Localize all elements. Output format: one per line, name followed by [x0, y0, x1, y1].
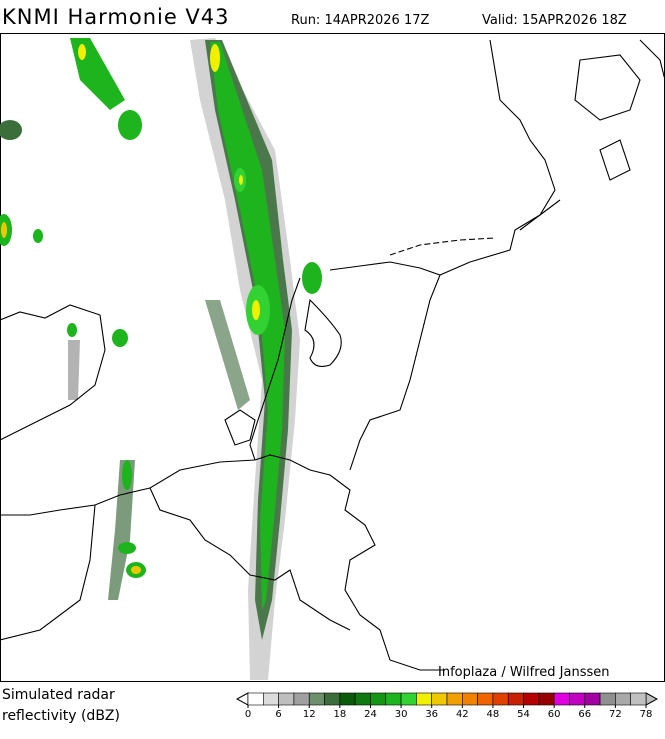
- colorbar-segment: [263, 692, 279, 706]
- colorbar-tick-label: 36: [425, 709, 438, 720]
- colorbar-segment: [553, 692, 570, 706]
- title: KNMI Harmonie V43: [2, 5, 230, 29]
- colorbar-tick-label: 12: [303, 709, 316, 720]
- colorbar-segment: [293, 692, 310, 706]
- run-time: Run: 14APR2026 17Z: [291, 13, 430, 28]
- colorbar-segment: [339, 692, 356, 706]
- colorbar-tick-label: 48: [487, 709, 500, 720]
- legend-label: Simulated radar: [2, 687, 115, 703]
- colorbar-tick-label: 30: [395, 709, 408, 720]
- colorbar-tick-label: 72: [609, 709, 622, 720]
- colorbar-segment: [354, 692, 371, 706]
- coastlines-borders: [0, 39, 665, 671]
- colorbar-tick-label: 60: [548, 709, 561, 720]
- colorbar-tick-label: 66: [578, 709, 591, 720]
- colorbar-segment: [324, 692, 341, 706]
- colorbar-segment: [584, 692, 601, 706]
- colorbar-segment: [308, 692, 325, 706]
- colorbar: 0 6 12 18 24 30 36 42 48 54 60 66 72 78: [235, 692, 659, 720]
- colorbar-tick-label: 0: [245, 709, 251, 720]
- colorbar-segment: [400, 692, 417, 706]
- colorbar-segment: [569, 692, 586, 706]
- colorbar-tick-label: 54: [517, 709, 530, 720]
- colorbar-segment: [370, 692, 387, 706]
- colorbar-segment: [462, 692, 478, 706]
- colorbar-segment: [446, 692, 463, 706]
- colorbar-segment: [615, 692, 631, 706]
- valid-time: Valid: 15APR2026 18Z: [482, 13, 627, 28]
- colorbar-tick-label: 78: [640, 709, 653, 720]
- colorbar-segment: [385, 692, 402, 706]
- colorbar-tick-label: 18: [333, 709, 346, 720]
- colorbar-segment: [507, 692, 524, 706]
- colorbar-segment: [538, 692, 555, 706]
- radar-echoes: [0, 38, 322, 680]
- colorbar-segment: [599, 692, 616, 706]
- colorbar-segment: [431, 692, 448, 706]
- colorbar-segment: [523, 692, 540, 706]
- colorbar-segment: [492, 692, 509, 706]
- colorbar-tick-label: 24: [364, 709, 377, 720]
- colorbar-segment: [416, 692, 432, 706]
- legend-label: reflectivity (dBZ): [2, 708, 120, 724]
- colorbar-segment: [278, 692, 295, 706]
- colorbar-segment: [477, 692, 494, 706]
- credit: Infoplaza / Wilfred Janssen: [438, 665, 610, 680]
- colorbar-tick-label: 42: [456, 709, 469, 720]
- map-frame: [0, 33, 665, 682]
- map: [0, 33, 665, 682]
- colorbar-segment: [630, 692, 647, 706]
- colorbar-tick-label: 6: [275, 709, 281, 720]
- colorbar-segment: [247, 692, 264, 706]
